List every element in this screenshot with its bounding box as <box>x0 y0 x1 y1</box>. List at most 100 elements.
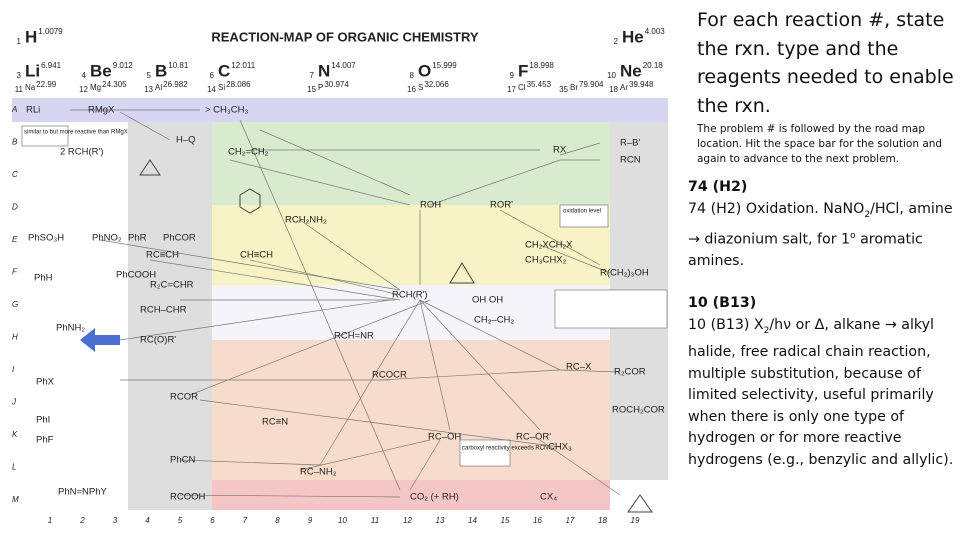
atomic-mass: 26.982 <box>163 80 188 89</box>
row-label: I <box>12 365 15 374</box>
atomic-mass: 10.81 <box>168 61 189 70</box>
compound: RMgX <box>88 105 115 116</box>
column-label: 6 <box>210 516 215 525</box>
compound: RCH₂NH₂ <box>285 215 327 226</box>
compound: RCOOH <box>170 492 206 503</box>
compound: PhSO₃H <box>28 233 64 244</box>
element-symbol: H <box>25 27 37 46</box>
column-label: 17 <box>566 516 575 525</box>
compound: RC(O)R' <box>140 335 176 346</box>
atomic-number: 1 <box>17 37 22 46</box>
atomic-number: 17 <box>507 85 516 94</box>
atomic-number: 13 <box>144 85 153 94</box>
compound: RCOR <box>170 392 198 403</box>
row-label: C <box>12 170 18 179</box>
benzene <box>239 188 261 214</box>
column-label: 2 <box>79 516 85 525</box>
compound: RX <box>553 145 567 156</box>
compound: RC–NH₂ <box>300 467 337 478</box>
answer-text: /hν or Δ, alkane → alkyl halide, free ra… <box>688 316 954 468</box>
answer-text: o <box>850 231 856 242</box>
element-symbol: Ne <box>620 61 642 80</box>
row-label: G <box>12 300 18 309</box>
compound: RC≡CH <box>146 250 179 261</box>
element-symbol: O <box>418 61 431 80</box>
atomic-mass: 79.904 <box>579 80 604 89</box>
note-box <box>459 439 511 467</box>
note-box <box>21 125 69 147</box>
atomic-number: 5 <box>147 71 152 80</box>
column-label: 12 <box>403 516 412 525</box>
atomic-mass: 6.941 <box>41 61 62 70</box>
reaction-map: REACTION-MAP OF ORGANIC CHEMISTRY 1 H 1.00… <box>11 27 668 525</box>
problem-id: 74 (H2) <box>688 179 748 195</box>
instructions: The problem # is followed by the road ma… <box>697 123 943 165</box>
compound: R(CH₂)₃OH <box>600 268 649 279</box>
compound: CH₂–CH₂ <box>474 315 514 326</box>
atomic-number: 10 <box>607 71 616 80</box>
arrow-line <box>119 111 171 141</box>
text-panel: For each reaction #, state the rxn. type… <box>682 6 954 472</box>
compound: R₂C=CHR <box>150 280 194 291</box>
arrow-line <box>299 439 431 471</box>
atomic-number: 9 <box>510 71 515 80</box>
compound: PhCOR <box>163 233 196 244</box>
compound: RC–OR' <box>516 432 551 443</box>
compound: > CH₃CH₃ <box>205 105 248 116</box>
compound: PhNO₂ <box>92 233 122 244</box>
arrow-line <box>149 259 401 301</box>
element-symbol: Be <box>90 61 112 80</box>
arrow-line <box>179 494 401 498</box>
compound: RCN <box>620 155 641 166</box>
compound: R–B' <box>620 138 640 149</box>
row-label: J <box>11 398 17 407</box>
row-label: M <box>12 495 19 504</box>
arrow-line <box>379 369 561 381</box>
compound: ROH <box>420 200 441 211</box>
element-symbol: F <box>518 61 528 80</box>
row-label: L <box>12 463 16 472</box>
atomic-number: 4 <box>82 71 87 80</box>
column-label: 15 <box>501 516 510 525</box>
column-label: 7 <box>243 516 248 525</box>
atomic-mass: 20.18 <box>643 61 664 70</box>
arrow-line <box>239 119 401 491</box>
compound: PhN=NPhY <box>58 487 108 498</box>
compound: RC–X <box>566 362 592 373</box>
atomic-number: 6 <box>210 71 215 80</box>
compound: CH≡CH <box>240 250 273 261</box>
compound: ROR' <box>490 200 513 211</box>
element-symbol: Br <box>570 83 578 92</box>
column-label: 16 <box>533 516 542 525</box>
arrow-line <box>429 159 561 206</box>
problem: 74 (H2) 74 (H2) Oxidation. NaNO2/HCl, ami… <box>688 177 954 273</box>
note: similar to but more reactive than RMgX <box>24 130 128 136</box>
atomic-number: 12 <box>79 85 88 94</box>
epoxide <box>449 262 475 284</box>
compound: PhX <box>36 377 55 388</box>
element-symbol: Si <box>218 83 225 92</box>
compound: RCH=NR <box>334 331 374 342</box>
row-label: F <box>12 268 18 277</box>
atomic-mass: 22.99 <box>36 80 57 89</box>
oxidation-box <box>559 204 609 228</box>
element-symbol: Mg <box>90 83 101 92</box>
atomic-mass: 18.998 <box>529 61 554 70</box>
compound: PhR <box>128 233 147 244</box>
compound: PhCOOH <box>116 270 156 281</box>
column-label: 4 <box>145 516 150 525</box>
answer-text: NO <box>842 200 865 217</box>
map-title: REACTION-MAP OF ORGANIC CHEMISTRY <box>211 29 479 44</box>
atomic-mass: 28.086 <box>226 80 251 89</box>
arrow-line <box>539 244 611 274</box>
atomic-mass: 14.007 <box>331 61 356 70</box>
atomic-number: 3 <box>17 71 22 80</box>
atomic-mass: 30.974 <box>324 80 349 89</box>
arrows <box>70 109 621 498</box>
atomic-mass: 9.012 <box>113 61 134 70</box>
compound: OH OH <box>472 295 503 306</box>
compound: RCH–CHR <box>140 305 187 316</box>
compound: CH₂XCH₂X <box>525 240 573 251</box>
arrow-line <box>419 299 541 431</box>
answer-text: /HCl, amine → diazonium salt, for 1 <box>688 200 953 248</box>
